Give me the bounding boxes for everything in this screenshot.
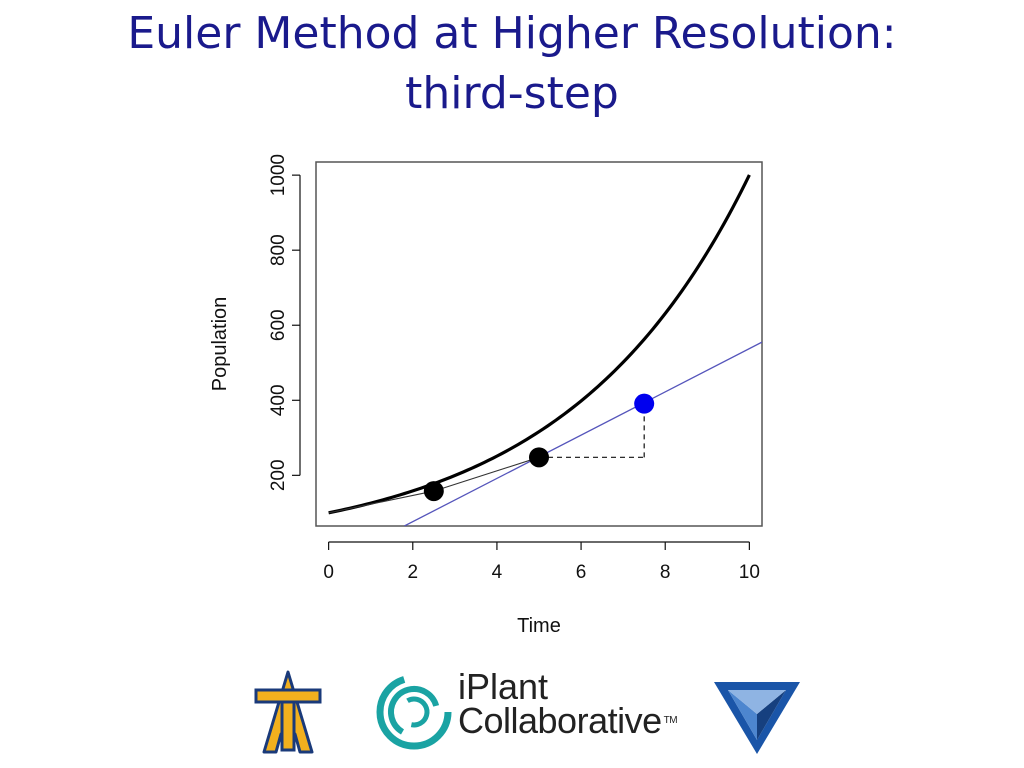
euler-point — [634, 393, 655, 414]
x-tick-label: 6 — [576, 562, 587, 583]
triangle-facet-right — [757, 690, 786, 740]
slide-title-line2: third-step — [405, 68, 619, 119]
aggie-crossbar — [254, 688, 322, 704]
y-axis-title: Population — [209, 297, 231, 392]
tangent-line — [404, 341, 762, 526]
x-tick-label: 10 — [739, 562, 760, 583]
y-tick-label: 400 — [268, 384, 289, 416]
exact-solution-curve — [328, 174, 751, 515]
y-tick-label: 600 — [268, 309, 289, 341]
iplant-line2-text: Collaborative — [458, 700, 662, 741]
iplant-line1: iPlant — [458, 666, 549, 707]
y-tick-label: 200 — [268, 459, 289, 491]
triangle-logo-icon — [714, 682, 800, 754]
x-tick-label: 8 — [660, 562, 671, 583]
x-axis-title: Time — [517, 615, 561, 637]
iplant-swirl-icon — [376, 674, 452, 750]
y-tick-label: 1000 — [268, 154, 289, 196]
euler-segment — [328, 490, 434, 514]
x-tick-label: 2 — [407, 562, 418, 583]
plot-frame — [315, 161, 763, 527]
euler-segment — [433, 456, 540, 492]
x-tick-label: 4 — [492, 562, 503, 583]
iplant-tm: TM — [663, 715, 678, 726]
iplant-ring-outer — [376, 674, 452, 750]
euler-point — [423, 481, 444, 502]
aggie-at-logo-icon — [254, 670, 322, 754]
iplant-ring-inner — [398, 696, 430, 728]
x-tick-label: 0 — [323, 562, 334, 583]
iplant-wordmark: iPlant Collaborative TM — [458, 666, 678, 739]
slide-title-line1: Euler Method at Higher Resolution: — [127, 8, 897, 59]
slide-title: Euler Method at Higher Resolution: third… — [0, 4, 1024, 124]
iplant-ring-middle — [388, 686, 440, 738]
iplant-line2: Collaborative TM — [458, 703, 678, 739]
y-tick-label: 800 — [268, 234, 289, 266]
euler-point — [529, 447, 549, 468]
triangle-facet-top — [728, 690, 786, 714]
triangle-facet-left — [728, 690, 757, 740]
aggie-letter-t-stem — [280, 700, 296, 752]
